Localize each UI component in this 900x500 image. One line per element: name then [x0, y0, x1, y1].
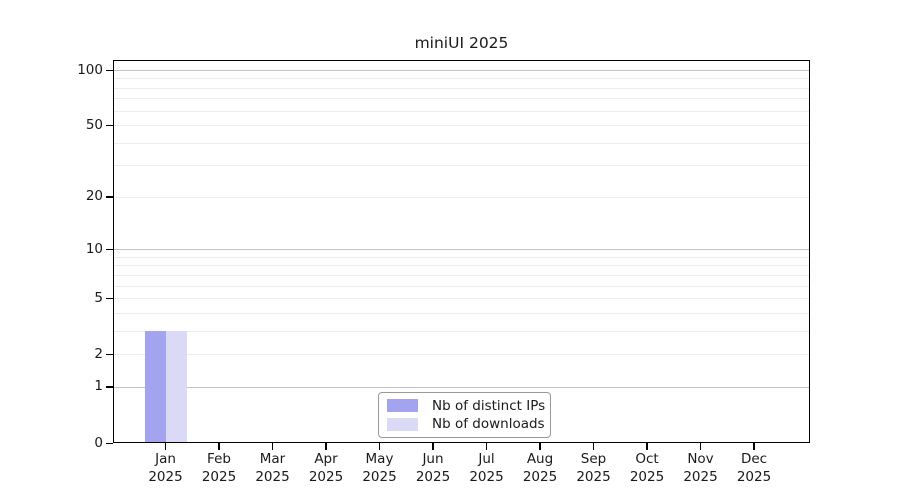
y-tick-label: 20	[85, 188, 103, 205]
legend-label-downloads: Nb of downloads	[432, 416, 545, 433]
x-tick-label-jul: Jul 2025	[469, 451, 504, 485]
x-tick	[592, 443, 595, 450]
y-gridline-minor	[114, 312, 809, 314]
bar-downloads-jan	[165, 330, 187, 442]
y-gridline-minor	[114, 265, 809, 267]
legend-item-distinct-ips: Nb of distinct IPs	[379, 398, 550, 414]
y-gridline-major	[114, 386, 809, 388]
bar-distinct-ips-jan	[144, 330, 166, 442]
x-tick-label-jun: Jun 2025	[415, 451, 451, 485]
y-tick	[106, 442, 113, 444]
y-tick-label: 2	[94, 345, 103, 362]
y-tick	[106, 386, 113, 388]
y-gridline-minor	[114, 98, 809, 100]
y-gridline-minor	[114, 285, 809, 287]
y-tick	[106, 297, 113, 300]
x-tick-label-feb: Feb 2025	[201, 451, 237, 485]
y-tick	[106, 353, 113, 356]
y-gridline-minor	[114, 125, 809, 127]
x-tick	[432, 443, 434, 450]
x-tick-label-jan: Jan 2025	[148, 451, 183, 485]
x-tick	[646, 443, 648, 450]
plot-area	[113, 60, 810, 443]
x-tick	[325, 443, 327, 450]
y-tick	[106, 248, 113, 251]
legend: Nb of distinct IPs Nb of downloads	[378, 392, 551, 438]
x-tick	[218, 443, 220, 450]
y-tick-label: 1	[94, 378, 103, 395]
y-gridline-minor	[114, 354, 809, 356]
legend-swatch-distinct-ips-icon	[387, 398, 418, 413]
y-tick-label: 100	[77, 61, 103, 78]
y-gridline-minor	[114, 78, 809, 80]
x-tick-label-aug: Aug 2025	[522, 451, 558, 485]
legend-swatch-downloads-icon	[387, 417, 418, 432]
x-tick-label-dec: Dec 2025	[736, 451, 772, 485]
x-tick	[378, 443, 381, 450]
y-tick-label: 0	[94, 434, 103, 451]
y-gridline-minor	[114, 330, 809, 332]
y-gridline-minor	[114, 196, 809, 198]
y-gridline-major	[114, 70, 809, 71]
x-tick	[164, 443, 167, 450]
x-tick	[699, 443, 702, 450]
x-tick-label-sep: Sep 2025	[576, 451, 611, 485]
x-tick-label-mar: Mar 2025	[255, 451, 290, 485]
y-tick-label: 50	[85, 116, 103, 133]
y-tick-label: 10	[85, 240, 103, 257]
chart-title: miniUI 2025	[414, 34, 509, 52]
legend-item-downloads: Nb of downloads	[379, 416, 550, 432]
y-tick	[106, 69, 113, 71]
y-gridline-minor	[114, 142, 809, 144]
y-tick-label: 5	[94, 289, 103, 306]
y-gridline-major	[114, 249, 809, 251]
x-tick	[539, 443, 541, 450]
y-tick	[106, 124, 113, 127]
x-tick	[753, 443, 755, 450]
legend-label-distinct-ips: Nb of distinct IPs	[432, 397, 546, 414]
y-gridline-minor	[114, 298, 809, 300]
x-tick	[485, 443, 488, 450]
y-gridline-minor	[114, 87, 809, 89]
y-gridline-minor	[114, 165, 809, 167]
x-tick-label-apr: Apr 2025	[308, 451, 344, 485]
x-tick-label-nov: Nov 2025	[683, 451, 718, 485]
y-gridline-minor	[114, 110, 809, 112]
x-tick-label-oct: Oct 2025	[629, 451, 665, 485]
x-tick	[271, 443, 274, 450]
y-gridline-minor	[114, 274, 809, 276]
y-tick	[106, 196, 113, 198]
y-gridline-minor	[114, 256, 809, 258]
x-tick-label-may: May 2025	[362, 451, 397, 485]
